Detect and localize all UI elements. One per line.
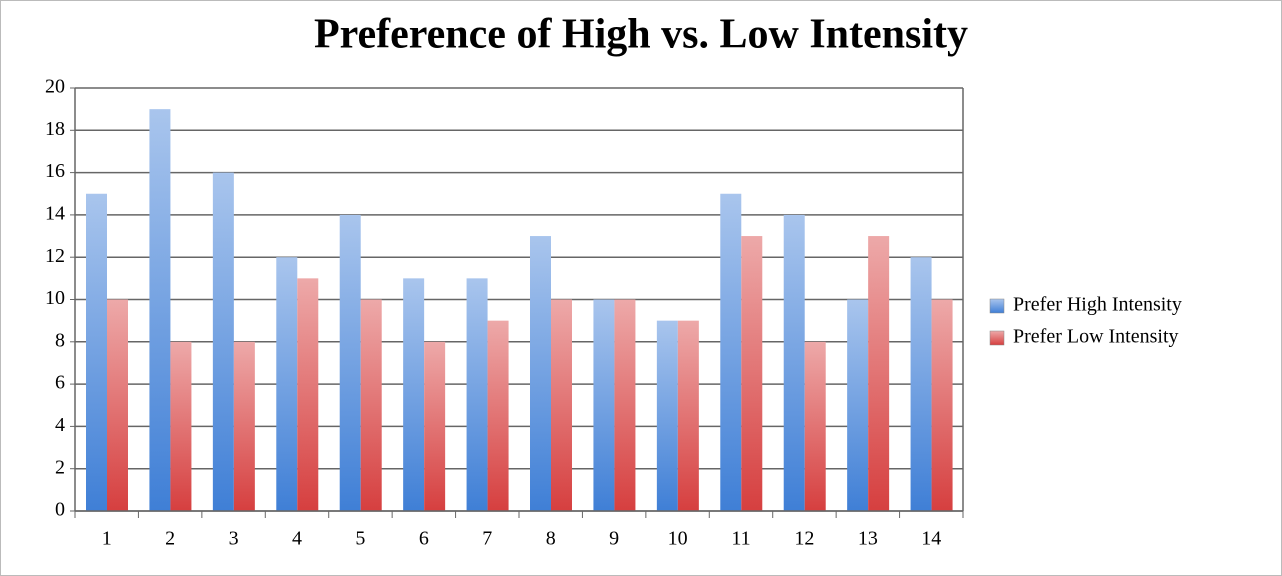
legend-label: Prefer Low Intensity: [1013, 326, 1179, 348]
y-tick-label: 12: [45, 245, 65, 267]
x-tick-label: 1: [102, 528, 112, 550]
y-tick-label: 4: [55, 414, 65, 436]
x-tick-label: 6: [419, 528, 429, 550]
bar: [424, 341, 446, 511]
bar: [783, 214, 805, 511]
x-tick-label: 8: [546, 528, 556, 550]
bar: [297, 278, 319, 511]
bar: [931, 299, 953, 511]
y-tick-label: 2: [55, 456, 65, 478]
legend-label: Prefer High Intensity: [1013, 294, 1182, 316]
x-tick-label: 10: [668, 528, 688, 550]
bar: [170, 341, 192, 511]
y-tick-label: 20: [45, 76, 65, 98]
bar: [149, 109, 171, 512]
bar: [360, 299, 382, 511]
bar: [233, 341, 255, 511]
legend-swatch: [989, 298, 1005, 314]
y-tick-label: 16: [45, 160, 65, 182]
legend-swatch: [989, 330, 1005, 346]
x-tick-label: 7: [482, 528, 492, 550]
bar: [910, 257, 932, 511]
x-tick-label: 5: [355, 528, 365, 550]
x-tick-label: 12: [794, 528, 814, 550]
bar: [741, 236, 763, 512]
y-tick-label: 0: [55, 499, 65, 521]
x-tick-label: 11: [731, 528, 750, 550]
bar: [212, 172, 234, 511]
y-tick-label: 10: [45, 287, 65, 309]
bar: [551, 299, 572, 511]
y-tick-label: 6: [55, 372, 65, 394]
y-tick-label: 14: [45, 202, 65, 224]
bar: [530, 236, 551, 512]
x-tick-label: 14: [921, 528, 941, 550]
y-tick-label: 18: [45, 118, 65, 140]
bar: [276, 257, 298, 511]
bar: [487, 320, 509, 511]
bar: [656, 320, 678, 511]
bar: [677, 320, 699, 511]
bar: [593, 299, 615, 511]
x-tick-label: 9: [609, 528, 619, 550]
bar: [868, 236, 890, 512]
bar: [403, 278, 425, 511]
x-tick-label: 4: [292, 528, 302, 550]
bar: [804, 341, 826, 511]
x-tick-label: 13: [858, 528, 878, 550]
y-tick-label: 8: [55, 329, 65, 351]
x-tick-label: 2: [165, 528, 175, 550]
x-tick-label: 3: [229, 528, 239, 550]
bar: [466, 278, 488, 511]
bar: [86, 193, 107, 511]
bar: [614, 299, 636, 511]
bar: [720, 193, 742, 511]
chart-title: Preference of High vs. Low Intensity: [314, 12, 968, 58]
bar: [339, 214, 361, 511]
bar: [847, 299, 869, 511]
bar: [107, 299, 128, 511]
